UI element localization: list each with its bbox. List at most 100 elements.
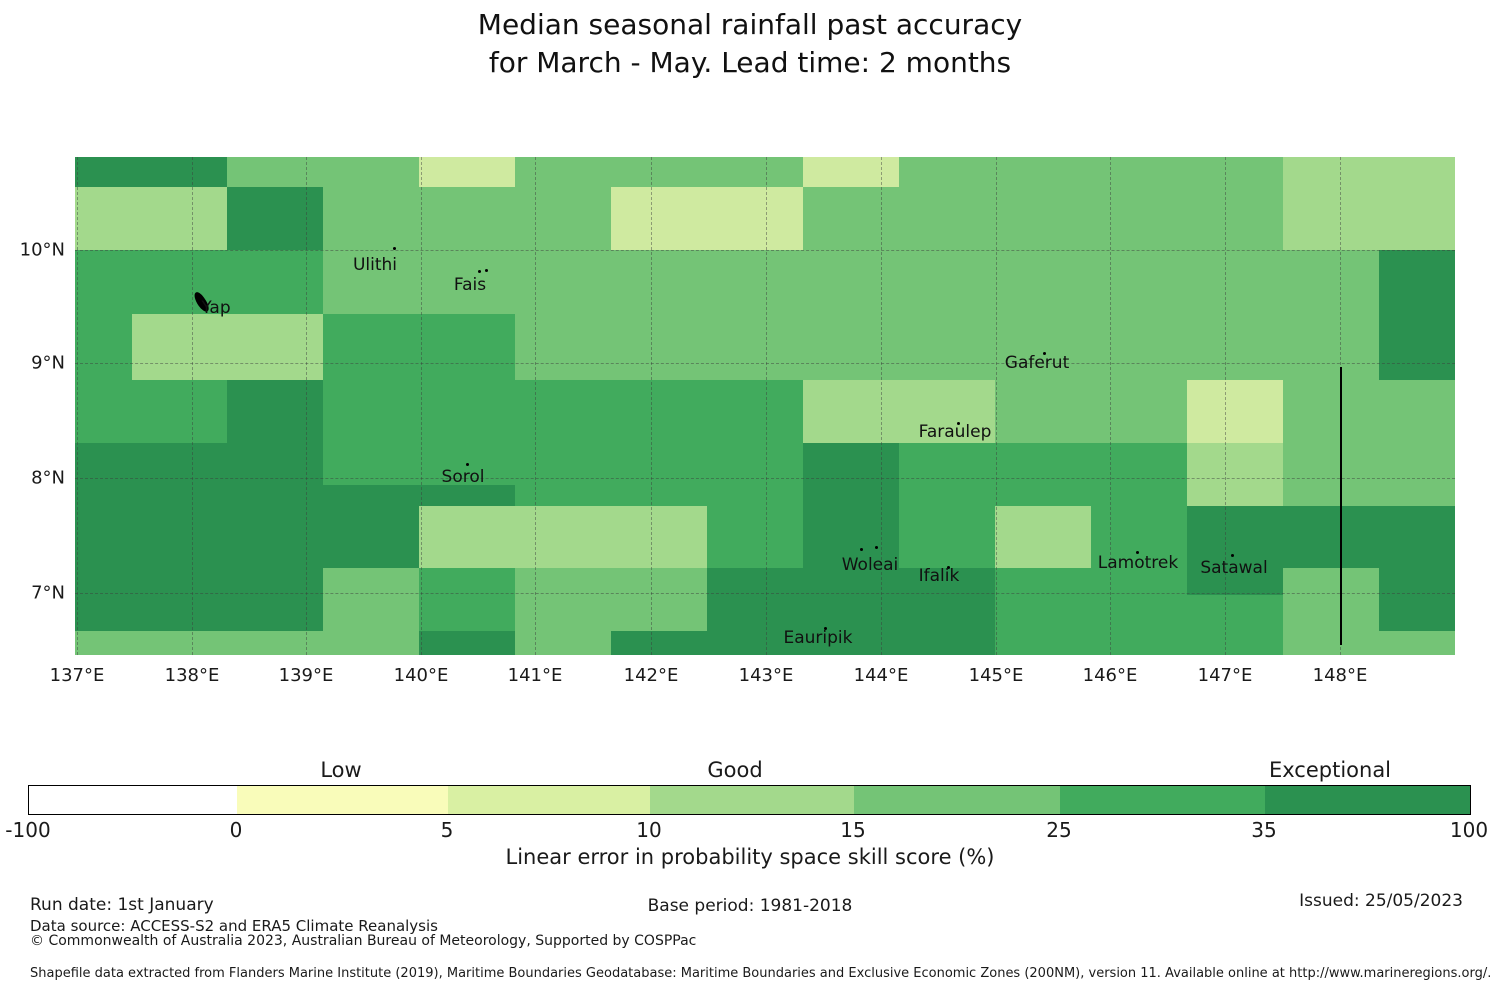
skill-cell xyxy=(899,631,995,655)
skill-cell xyxy=(75,443,132,506)
colorbar-segment xyxy=(1265,786,1470,814)
skill-cell xyxy=(323,380,419,443)
island-label-sorol: Sorol xyxy=(441,467,485,487)
skill-cell xyxy=(1091,157,1187,187)
chart-title-line2: for March - May. Lead time: 2 months xyxy=(488,46,1012,79)
island-label-satawal: Satawal xyxy=(1200,558,1268,578)
copyright-text: © Commonwealth of Australia 2023, Austra… xyxy=(30,933,697,949)
skill-cell xyxy=(899,157,995,187)
colorbar-tick-label: 35 xyxy=(1251,818,1277,842)
skill-cell xyxy=(132,157,227,187)
skill-cell xyxy=(419,380,515,443)
y-tick-label: 9°N xyxy=(31,352,65,374)
colorbar-segment xyxy=(650,786,854,814)
longitude-gridline xyxy=(77,157,78,655)
skill-cell xyxy=(707,380,803,443)
skill-cell xyxy=(419,157,515,187)
skill-cell xyxy=(323,187,419,250)
skill-cell xyxy=(75,631,132,655)
skill-cell xyxy=(419,568,515,631)
skill-cell xyxy=(1091,314,1187,380)
longitude-gridline xyxy=(535,157,536,655)
skill-cell xyxy=(1379,187,1455,250)
skill-cell xyxy=(515,187,611,250)
skill-cell xyxy=(75,568,132,631)
x-tick-label: 142°E xyxy=(623,665,679,686)
run-date-text: Run date: 1st January xyxy=(30,895,214,915)
skill-cell xyxy=(1187,314,1283,380)
latitude-gridline xyxy=(75,593,1455,594)
skill-cell xyxy=(1187,187,1283,250)
x-tick-label: 141°E xyxy=(507,665,563,686)
skill-cell xyxy=(515,380,611,443)
longitude-gridline xyxy=(766,157,767,655)
skill-cell xyxy=(1283,631,1379,655)
skill-cell xyxy=(1283,506,1379,568)
skill-cell xyxy=(132,506,227,568)
longitude-gridline xyxy=(306,157,307,655)
skill-cell xyxy=(611,443,707,506)
skill-cell xyxy=(803,506,899,568)
latitude-gridline xyxy=(75,478,1455,479)
skill-cell xyxy=(227,187,323,250)
y-tick-label: 7°N xyxy=(31,582,65,604)
skill-cell xyxy=(1283,314,1379,380)
island-marker-sorol xyxy=(466,463,469,466)
island-label-lamotrek: Lamotrek xyxy=(1097,553,1179,573)
skill-cell xyxy=(1283,157,1379,187)
colorbar-caption: Linear error in probability space skill … xyxy=(505,845,995,869)
skill-cell xyxy=(419,250,515,314)
shapefile-attribution-text: Shapefile data extracted from Flanders M… xyxy=(30,966,1492,981)
skill-cell xyxy=(227,250,323,314)
skill-cell xyxy=(323,314,419,380)
skill-cell xyxy=(132,250,227,314)
skill-cell xyxy=(803,631,899,655)
colorbar-segment xyxy=(448,786,650,814)
skill-cell xyxy=(1091,380,1187,443)
skill-cell xyxy=(1379,314,1455,380)
x-tick-label: 146°E xyxy=(1082,665,1138,686)
skill-cell xyxy=(611,506,707,568)
skill-cell xyxy=(899,443,995,506)
skill-cell xyxy=(1091,187,1187,250)
longitude-gridline xyxy=(1110,157,1111,655)
skill-cell xyxy=(419,314,515,380)
skill-cell xyxy=(899,187,995,250)
latitude-gridline xyxy=(75,250,1455,251)
skill-cell xyxy=(323,506,419,568)
skill-cell xyxy=(419,506,515,568)
colorbar-tick-label: 100 xyxy=(1449,818,1489,842)
skill-cell xyxy=(707,314,803,380)
skill-cell xyxy=(1379,380,1455,443)
skill-cell xyxy=(1379,631,1455,655)
skill-cell xyxy=(803,250,899,314)
skill-cell xyxy=(611,380,707,443)
skill-cell xyxy=(515,443,611,506)
skill-cell xyxy=(995,187,1091,250)
island-label-ifalik: Ifalik xyxy=(918,566,960,586)
skill-cell xyxy=(515,568,611,631)
island-marker-woleai xyxy=(875,546,878,549)
x-tick-label: 139°E xyxy=(278,665,334,686)
skill-cell xyxy=(1379,443,1455,506)
island-marker-woleai xyxy=(860,548,863,551)
skill-cell xyxy=(1187,595,1283,631)
skill-cell xyxy=(995,250,1091,314)
colorbar xyxy=(28,785,1471,815)
skill-cell xyxy=(995,631,1091,655)
skill-cell xyxy=(1283,380,1379,443)
skill-cell xyxy=(1283,187,1379,250)
skill-cell xyxy=(803,443,899,506)
longitude-gridline xyxy=(651,157,652,655)
skill-cell xyxy=(132,631,227,655)
skill-cell xyxy=(995,568,1091,631)
skill-cell xyxy=(132,314,227,380)
x-tick-label: 148°E xyxy=(1312,665,1368,686)
colorbar-tick-label: -100 xyxy=(5,818,51,842)
skill-cell xyxy=(803,187,899,250)
island-label-eauripik: Eauripik xyxy=(783,628,853,648)
skill-cell xyxy=(803,314,899,380)
skill-cell xyxy=(1091,631,1187,655)
island-marker-faraulep xyxy=(957,422,960,425)
skill-cell xyxy=(1187,157,1283,187)
